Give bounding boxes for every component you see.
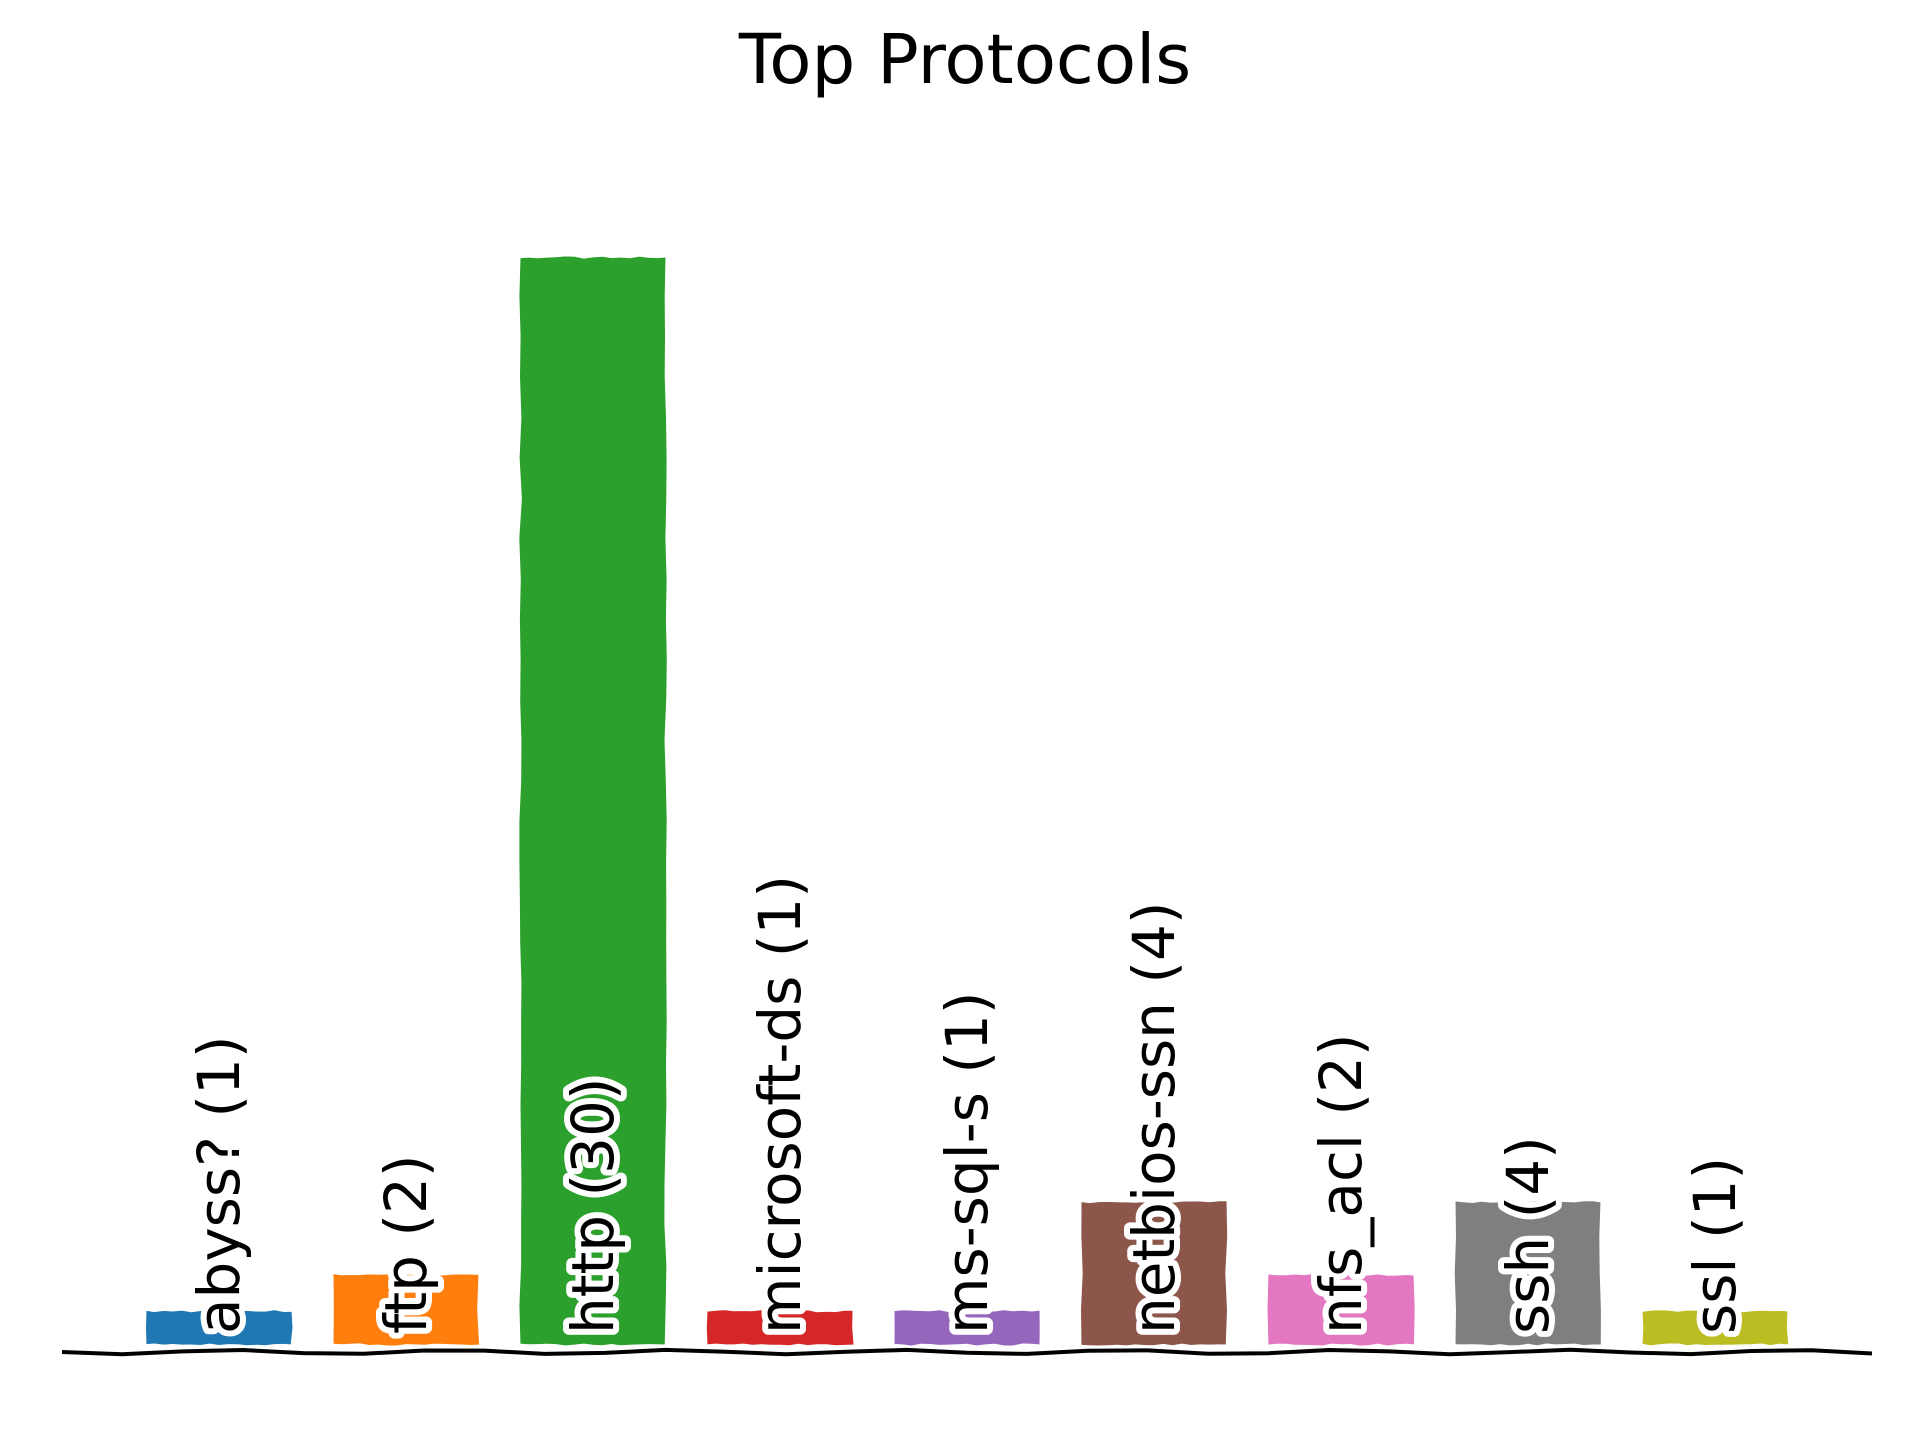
bar-label-nfs_acl: nfs_acl (2) — [1307, 1033, 1375, 1334]
bar-label-ms-sql-s: ms-sql-s (1) — [933, 991, 1001, 1334]
bar-abyss? — [142, 1307, 296, 1349]
bar-ftp — [330, 1270, 483, 1349]
bar-netbios-ssn — [1077, 1198, 1231, 1349]
bar-ssl — [1639, 1307, 1792, 1349]
bar-label-ftp: ftp (2) — [372, 1154, 440, 1334]
chart-title: Top Protocols — [738, 20, 1191, 100]
bar-http — [516, 253, 670, 1349]
x-axis-baseline — [61, 1347, 1873, 1357]
bar-ms-sql-s — [891, 1307, 1043, 1349]
bar-labels-layer: abyss? (1) ftp (2) http (30) microsoft-ds (… — [179, 869, 1755, 1340]
bar-ssh — [1451, 1198, 1604, 1349]
bars-layer — [142, 253, 1792, 1349]
bar-label-netbios-ssn: netbios-ssn (4) — [1120, 901, 1188, 1334]
bar-label-ssh: ssh (4) — [1494, 1136, 1562, 1334]
bar-microsoft-ds — [703, 1307, 857, 1349]
bar-label-http: http (30) — [559, 1077, 627, 1334]
bar-nfs_acl — [1264, 1270, 1418, 1349]
bar-label-microsoft-ds: microsoft-ds (1) — [746, 875, 814, 1334]
bar-label-abyss?: abyss? (1) — [185, 1036, 253, 1335]
bar-label-ssl: ssl (1) — [1681, 1157, 1749, 1334]
